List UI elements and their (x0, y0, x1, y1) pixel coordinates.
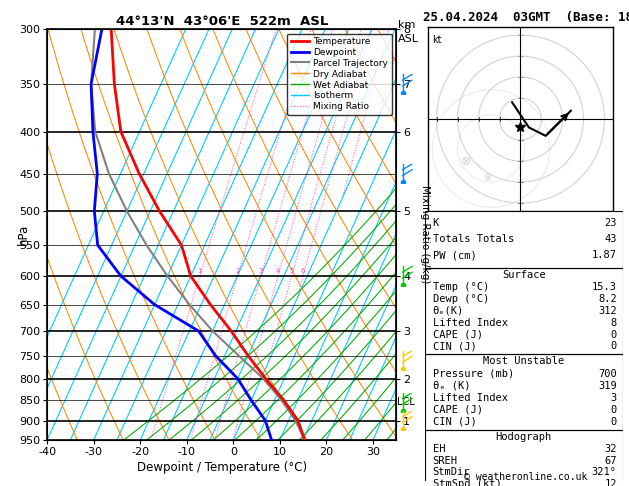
Legend: Temperature, Dewpoint, Parcel Trajectory, Dry Adiabat, Wet Adiabat, Isotherm, Mi: Temperature, Dewpoint, Parcel Trajectory… (287, 34, 392, 115)
Text: 3: 3 (611, 393, 617, 403)
Text: EH: EH (433, 444, 445, 454)
Text: 0: 0 (611, 341, 617, 351)
Text: 8: 8 (611, 318, 617, 328)
Text: 32: 32 (604, 444, 617, 454)
Text: 23: 23 (604, 218, 617, 228)
Text: 312: 312 (598, 306, 617, 316)
Y-axis label: Mixing Ratio (g/kg): Mixing Ratio (g/kg) (420, 185, 430, 284)
Text: Dewp (°C): Dewp (°C) (433, 294, 489, 304)
Bar (425, 430, 623, 486)
Text: ⊗: ⊗ (460, 155, 471, 168)
Text: Hodograph: Hodograph (496, 432, 552, 442)
Text: Lifted Index: Lifted Index (433, 318, 508, 328)
Text: θₑ(K): θₑ(K) (433, 306, 464, 316)
Text: Most Unstable: Most Unstable (483, 356, 564, 366)
Text: 2: 2 (235, 268, 240, 274)
Text: 25.04.2024  03GMT  (Base: 18): 25.04.2024 03GMT (Base: 18) (423, 11, 629, 24)
Text: 700: 700 (598, 369, 617, 379)
Text: CAPE (J): CAPE (J) (433, 330, 482, 340)
Text: 319: 319 (598, 381, 617, 391)
Text: 67: 67 (604, 456, 617, 466)
Text: 0: 0 (611, 405, 617, 415)
Text: CIN (J): CIN (J) (433, 341, 476, 351)
Text: PW (cm): PW (cm) (433, 250, 476, 260)
Text: CAPE (J): CAPE (J) (433, 405, 482, 415)
Text: 0: 0 (611, 330, 617, 340)
Text: θₑ (K): θₑ (K) (433, 381, 470, 391)
Text: km: km (398, 20, 415, 31)
Text: 1.87: 1.87 (592, 250, 617, 260)
Text: 1: 1 (198, 268, 202, 274)
Bar (425, 268, 623, 354)
Text: Totals Totals: Totals Totals (433, 234, 514, 244)
Text: Temp (°C): Temp (°C) (433, 282, 489, 293)
Text: 6: 6 (301, 268, 305, 274)
Text: 5: 5 (289, 268, 294, 274)
Text: Surface: Surface (502, 270, 545, 280)
Text: CIN (J): CIN (J) (433, 417, 476, 427)
Text: ASL: ASL (398, 34, 418, 44)
Text: StmSpd (kt): StmSpd (kt) (433, 479, 501, 486)
Text: Pressure (mb): Pressure (mb) (433, 369, 514, 379)
Text: StmDir: StmDir (433, 468, 470, 477)
Text: LCL: LCL (397, 397, 415, 407)
Title: 44°13'N  43°06'E  522m  ASL: 44°13'N 43°06'E 522m ASL (116, 15, 328, 28)
Text: hPa: hPa (17, 224, 30, 245)
Text: Lifted Index: Lifted Index (433, 393, 508, 403)
Bar (425, 354, 623, 430)
Bar (425, 211, 623, 268)
Text: kt: kt (432, 35, 442, 45)
Text: ⊗: ⊗ (483, 173, 491, 183)
Text: 43: 43 (604, 234, 617, 244)
Text: K: K (433, 218, 439, 228)
Text: 8.2: 8.2 (598, 294, 617, 304)
Text: 4: 4 (276, 268, 280, 274)
Text: 3: 3 (259, 268, 263, 274)
Text: 0: 0 (611, 417, 617, 427)
Text: © weatheronline.co.uk: © weatheronline.co.uk (464, 472, 587, 482)
Text: 15.3: 15.3 (592, 282, 617, 293)
Text: SREH: SREH (433, 456, 457, 466)
Text: 321°: 321° (592, 468, 617, 477)
Text: 12: 12 (604, 479, 617, 486)
X-axis label: Dewpoint / Temperature (°C): Dewpoint / Temperature (°C) (136, 461, 307, 474)
